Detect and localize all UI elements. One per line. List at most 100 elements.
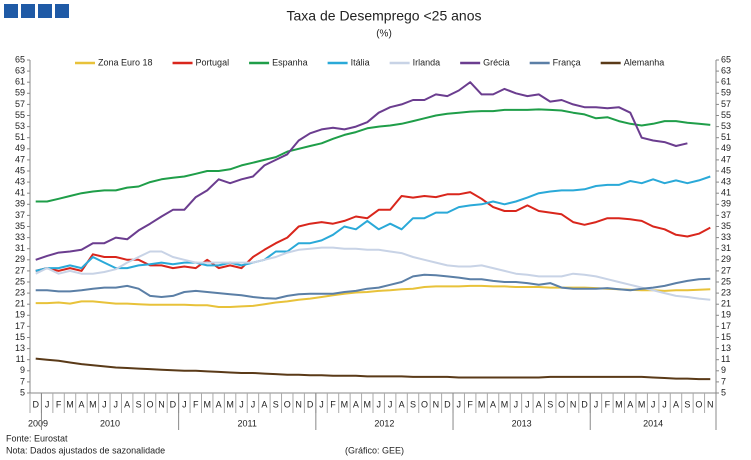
x-tick-label: J [388, 399, 393, 409]
x-tick-label: A [124, 399, 130, 409]
x-tick-label: J [102, 399, 107, 409]
y2-tick-label: 23 [721, 287, 731, 297]
y-tick-label: 5 [20, 387, 25, 397]
y-tick-label: 27 [15, 265, 25, 275]
y-tick-label: 29 [15, 254, 25, 264]
x-tick-label: J [182, 399, 187, 409]
y-tick-label: 19 [15, 310, 25, 320]
y-tick-label: 39 [15, 199, 25, 209]
y-tick-label: 63 [15, 65, 25, 75]
series-line [35, 81, 688, 261]
year-label: 2009 [28, 418, 48, 428]
y-tick-label: 13 [15, 343, 25, 353]
year-label: 2012 [374, 418, 394, 428]
x-tick-label: O [421, 399, 428, 409]
y2-tick-label: 65 [721, 54, 731, 64]
year-label: 2011 [238, 418, 257, 428]
x-tick-label: J [239, 399, 244, 409]
y-tick-label: 37 [15, 210, 25, 220]
y-tick-label: 57 [15, 99, 25, 109]
x-tick-label: N [158, 399, 165, 409]
y2-tick-label: 49 [721, 143, 731, 153]
series-line [35, 273, 711, 300]
logo [4, 4, 69, 18]
y-tick-label: 65 [15, 54, 25, 64]
y-tick-label: 11 [16, 354, 25, 364]
x-tick-label: F [56, 399, 62, 409]
x-tick-label: A [673, 399, 679, 409]
x-tick-label: J [594, 399, 599, 409]
x-tick-label: J [45, 399, 50, 409]
x-tick-label: S [410, 399, 416, 409]
y2-tick-label: 13 [721, 343, 731, 353]
x-tick-label: S [136, 399, 142, 409]
y2-tick-label: 5 [721, 387, 726, 397]
y-tick-label: 43 [15, 176, 25, 186]
x-tick-label: A [353, 399, 359, 409]
y2-tick-label: 19 [721, 310, 731, 320]
y2-tick-label: 45 [721, 165, 731, 175]
x-tick-label: A [536, 399, 542, 409]
y2-tick-label: 55 [721, 110, 731, 120]
x-tick-label: D [32, 399, 39, 409]
legend-label: Espanha [272, 57, 308, 67]
x-tick-label: N [433, 399, 440, 409]
legend-label: Grécia [483, 57, 510, 67]
series-line [35, 108, 711, 203]
y2-tick-label: 61 [721, 77, 731, 87]
x-tick-label: J [114, 399, 119, 409]
x-tick-label: J [651, 399, 656, 409]
x-tick-label: J [662, 399, 667, 409]
y-tick-label: 49 [15, 143, 25, 153]
x-tick-label: S [273, 399, 279, 409]
y2-tick-label: 37 [721, 210, 731, 220]
y2-tick-label: 29 [721, 254, 731, 264]
x-tick-label: D [444, 399, 451, 409]
x-tick-label: M [341, 399, 349, 409]
x-tick-label: O [695, 399, 702, 409]
y-tick-label: 51 [15, 132, 25, 142]
x-tick-label: M [226, 399, 234, 409]
x-tick-label: A [399, 399, 405, 409]
series-line [35, 246, 711, 301]
x-tick-label: A [216, 399, 222, 409]
y2-tick-label: 11 [721, 354, 730, 364]
y2-tick-label: 15 [721, 332, 731, 342]
y-tick-label: 21 [15, 299, 25, 309]
x-tick-label: J [514, 399, 519, 409]
y2-tick-label: 33 [721, 232, 731, 242]
x-tick-label: A [627, 399, 633, 409]
y2-tick-label: 21 [721, 299, 731, 309]
x-tick-label: M [364, 399, 372, 409]
legend-label: Irlanda [413, 57, 441, 67]
x-tick-label: N [295, 399, 302, 409]
x-tick-label: D [581, 399, 588, 409]
y-tick-label: 59 [15, 88, 25, 98]
y-tick-label: 61 [15, 77, 25, 87]
y2-tick-label: 17 [721, 321, 731, 331]
x-tick-label: J [319, 399, 324, 409]
y2-tick-label: 63 [721, 65, 731, 75]
y2-tick-label: 27 [721, 265, 731, 275]
legend-label: Zona Euro 18 [98, 57, 153, 67]
y-tick-label: 55 [15, 110, 25, 120]
x-tick-label: M [615, 399, 623, 409]
y2-tick-label: 43 [721, 176, 731, 186]
x-tick-label: J [525, 399, 530, 409]
x-tick-label: O [558, 399, 565, 409]
y-tick-label: 15 [15, 332, 25, 342]
y2-tick-label: 35 [721, 221, 731, 231]
x-tick-label: S [684, 399, 690, 409]
x-tick-label: D [170, 399, 177, 409]
x-tick-label: F [605, 399, 611, 409]
x-tick-label: N [570, 399, 577, 409]
x-tick-label: A [261, 399, 267, 409]
x-tick-label: F [330, 399, 336, 409]
y-tick-label: 9 [20, 365, 25, 375]
year-label: 2010 [100, 418, 120, 428]
x-tick-label: J [376, 399, 381, 409]
x-tick-label: D [307, 399, 314, 409]
y2-tick-label: 39 [721, 199, 731, 209]
y2-tick-label: 41 [721, 188, 731, 198]
